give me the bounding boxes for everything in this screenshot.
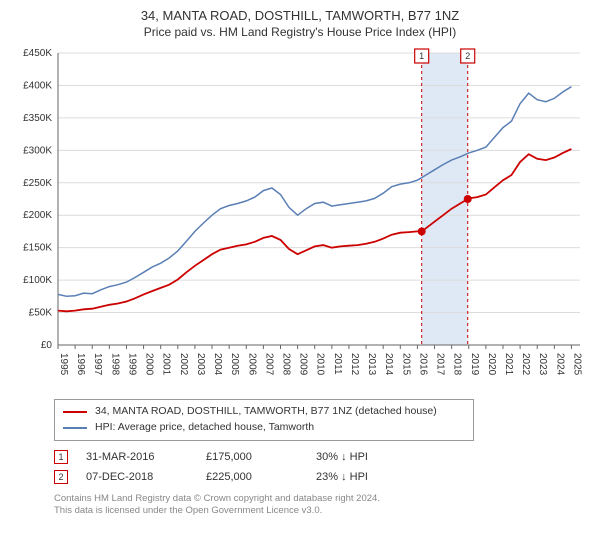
svg-text:£150K: £150K bbox=[23, 243, 52, 254]
svg-text:£450K: £450K bbox=[23, 48, 52, 59]
svg-text:£350K: £350K bbox=[23, 113, 52, 124]
price-chart: £0 £50K £100K £150K £200K £250K £300K £350K £400… bbox=[14, 45, 586, 395]
svg-text:1: 1 bbox=[419, 51, 424, 61]
svg-text:1996: 1996 bbox=[75, 353, 86, 376]
svg-text:2020: 2020 bbox=[486, 353, 497, 376]
footer-attribution: Contains HM Land Registry data © Crown c… bbox=[54, 493, 586, 518]
svg-text:2009: 2009 bbox=[298, 353, 309, 376]
svg-text:2014: 2014 bbox=[383, 353, 394, 376]
legend-swatch bbox=[63, 427, 87, 429]
svg-text:£300K: £300K bbox=[23, 145, 52, 156]
sale-pct: 23% ↓ HPI bbox=[316, 471, 386, 483]
svg-text:2010: 2010 bbox=[315, 353, 326, 376]
sale-price: £175,000 bbox=[206, 451, 316, 463]
svg-text:2017: 2017 bbox=[435, 353, 446, 376]
svg-text:2011: 2011 bbox=[332, 353, 343, 375]
sales-table: 1 31-MAR-2016£175,00030% ↓ HPI 2 07-DEC-201… bbox=[54, 447, 586, 487]
svg-text:2018: 2018 bbox=[452, 353, 463, 376]
svg-text:2022: 2022 bbox=[520, 353, 531, 376]
svg-text:2019: 2019 bbox=[469, 353, 480, 376]
svg-text:£200K: £200K bbox=[23, 210, 52, 221]
svg-text:2023: 2023 bbox=[537, 353, 548, 376]
svg-text:2005: 2005 bbox=[229, 353, 240, 376]
sale-date: 07-DEC-2018 bbox=[86, 471, 206, 483]
svg-text:2015: 2015 bbox=[400, 353, 411, 376]
sale-row: 1 31-MAR-2016£175,00030% ↓ HPI bbox=[54, 447, 586, 467]
legend-row: 34, MANTA ROAD, DOSTHILL, TAMWORTH, B77 … bbox=[63, 404, 465, 420]
svg-text:1999: 1999 bbox=[126, 353, 137, 376]
svg-text:2006: 2006 bbox=[246, 353, 257, 376]
svg-text:2001: 2001 bbox=[161, 353, 172, 376]
svg-text:£50K: £50K bbox=[29, 308, 53, 319]
legend-row: HPI: Average price, detached house, Tamw… bbox=[63, 420, 465, 436]
sale-price: £225,000 bbox=[206, 471, 316, 483]
legend-label: 34, MANTA ROAD, DOSTHILL, TAMWORTH, B77 … bbox=[95, 404, 437, 420]
legend-swatch bbox=[63, 411, 87, 413]
page-subtitle: Price paid vs. HM Land Registry's House … bbox=[14, 25, 586, 39]
sale-marker: 2 bbox=[54, 470, 68, 484]
page-title: 34, MANTA ROAD, DOSTHILL, TAMWORTH, B77 … bbox=[14, 8, 586, 23]
svg-text:£100K: £100K bbox=[23, 275, 52, 286]
footer-line: This data is licensed under the Open Gov… bbox=[54, 505, 586, 517]
sale-pct: 30% ↓ HPI bbox=[316, 451, 386, 463]
footer-line: Contains HM Land Registry data © Crown c… bbox=[54, 493, 586, 505]
svg-text:1997: 1997 bbox=[92, 353, 103, 376]
svg-text:2024: 2024 bbox=[554, 353, 565, 376]
svg-text:£0: £0 bbox=[41, 340, 53, 351]
svg-text:2003: 2003 bbox=[195, 353, 206, 376]
legend-label: HPI: Average price, detached house, Tamw… bbox=[95, 420, 314, 436]
svg-text:1995: 1995 bbox=[58, 353, 69, 376]
svg-text:£400K: £400K bbox=[23, 80, 52, 91]
sale-marker: 1 bbox=[54, 450, 68, 464]
svg-text:1998: 1998 bbox=[109, 353, 120, 376]
series-property bbox=[58, 149, 571, 311]
svg-text:2002: 2002 bbox=[178, 353, 189, 376]
svg-text:2004: 2004 bbox=[212, 353, 223, 376]
chart-legend: 34, MANTA ROAD, DOSTHILL, TAMWORTH, B77 … bbox=[54, 399, 474, 441]
svg-text:2008: 2008 bbox=[280, 353, 291, 376]
svg-text:2016: 2016 bbox=[417, 353, 428, 376]
svg-text:2000: 2000 bbox=[144, 353, 155, 376]
svg-text:2007: 2007 bbox=[263, 353, 274, 376]
svg-text:2013: 2013 bbox=[366, 353, 377, 376]
svg-text:2025: 2025 bbox=[571, 353, 582, 376]
svg-text:£250K: £250K bbox=[23, 178, 52, 189]
svg-text:2021: 2021 bbox=[503, 353, 514, 376]
svg-text:2: 2 bbox=[465, 51, 470, 61]
sale-date: 31-MAR-2016 bbox=[86, 451, 206, 463]
svg-text:2012: 2012 bbox=[349, 353, 360, 376]
sale-row: 2 07-DEC-2018£225,00023% ↓ HPI bbox=[54, 467, 586, 487]
